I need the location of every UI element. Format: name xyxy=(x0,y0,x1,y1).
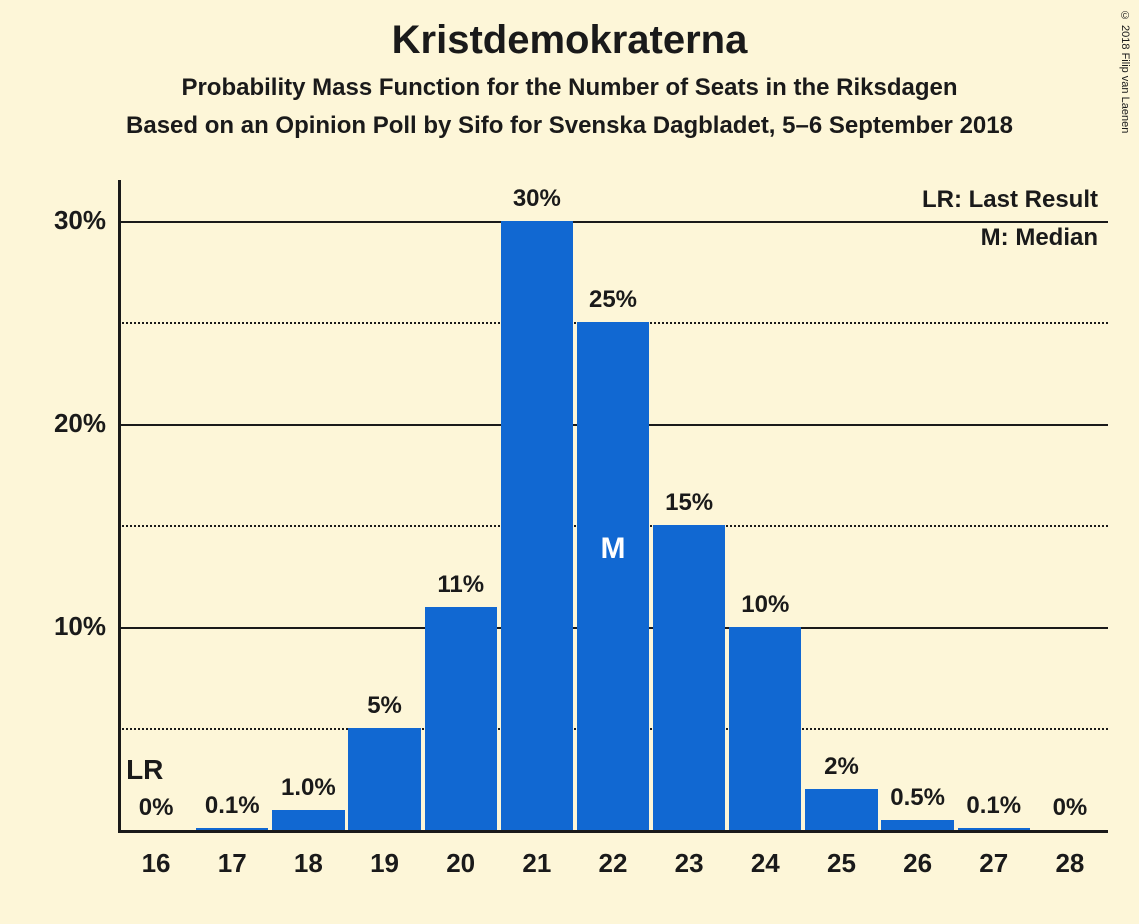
x-axis-tick-label: 28 xyxy=(1030,848,1110,879)
bar-value-label: 5% xyxy=(335,692,435,720)
bar-value-label: 15% xyxy=(639,489,739,517)
bar-value-label: 2% xyxy=(791,753,891,781)
bar-value-label: 0% xyxy=(1020,794,1120,822)
chart-bar xyxy=(577,322,649,830)
chart-bar xyxy=(653,525,725,830)
chart-plot-area: 0%LR0.1%1.0%5%11%30%25%M15%10%2%0.5%0.1%… xyxy=(118,180,1108,830)
x-axis-tick-label: 25 xyxy=(801,848,881,879)
copyright-text: © 2018 Filip van Laenen xyxy=(1119,10,1131,133)
x-axis-line xyxy=(118,830,1108,833)
x-axis-tick-label: 21 xyxy=(497,848,577,879)
x-axis-tick-label: 16 xyxy=(116,848,196,879)
chart-subtitle-1: Probability Mass Function for the Number… xyxy=(0,74,1139,102)
x-axis-tick-label: 23 xyxy=(649,848,729,879)
bar-value-label: 11% xyxy=(411,571,511,599)
chart-bar xyxy=(729,627,801,830)
x-axis-tick-label: 17 xyxy=(192,848,272,879)
x-axis-tick-label: 22 xyxy=(573,848,653,879)
chart-bar xyxy=(425,607,497,830)
chart-bar xyxy=(958,828,1030,830)
legend-median: M: Median xyxy=(981,224,1098,252)
chart-bar xyxy=(196,828,268,830)
bar-value-label: 1.0% xyxy=(258,774,358,802)
legend-lr: LR: Last Result xyxy=(922,186,1098,214)
bar-value-label: 10% xyxy=(715,591,815,619)
x-axis-tick-label: 27 xyxy=(954,848,1034,879)
chart-bar xyxy=(881,820,953,830)
chart-title: Kristdemokraterna xyxy=(0,18,1139,63)
bar-value-label: 30% xyxy=(487,185,587,213)
x-axis-tick-label: 20 xyxy=(421,848,501,879)
x-axis-tick-label: 26 xyxy=(878,848,958,879)
chart-bar xyxy=(348,728,420,830)
y-axis-line xyxy=(118,180,121,830)
y-axis-tick-label: 20% xyxy=(26,408,106,439)
y-axis-tick-label: 10% xyxy=(26,611,106,642)
x-axis-tick-label: 24 xyxy=(725,848,805,879)
y-axis-tick-label: 30% xyxy=(26,205,106,236)
x-axis-tick-label: 19 xyxy=(345,848,425,879)
x-axis-tick-label: 18 xyxy=(268,848,348,879)
bar-value-label: 25% xyxy=(563,286,663,314)
median-marker: M xyxy=(577,532,649,566)
chart-bar xyxy=(272,810,344,830)
chart-subtitle-2: Based on an Opinion Poll by Sifo for Sve… xyxy=(0,112,1139,140)
lr-marker: LR xyxy=(126,754,163,786)
gridline-major xyxy=(118,221,1108,223)
